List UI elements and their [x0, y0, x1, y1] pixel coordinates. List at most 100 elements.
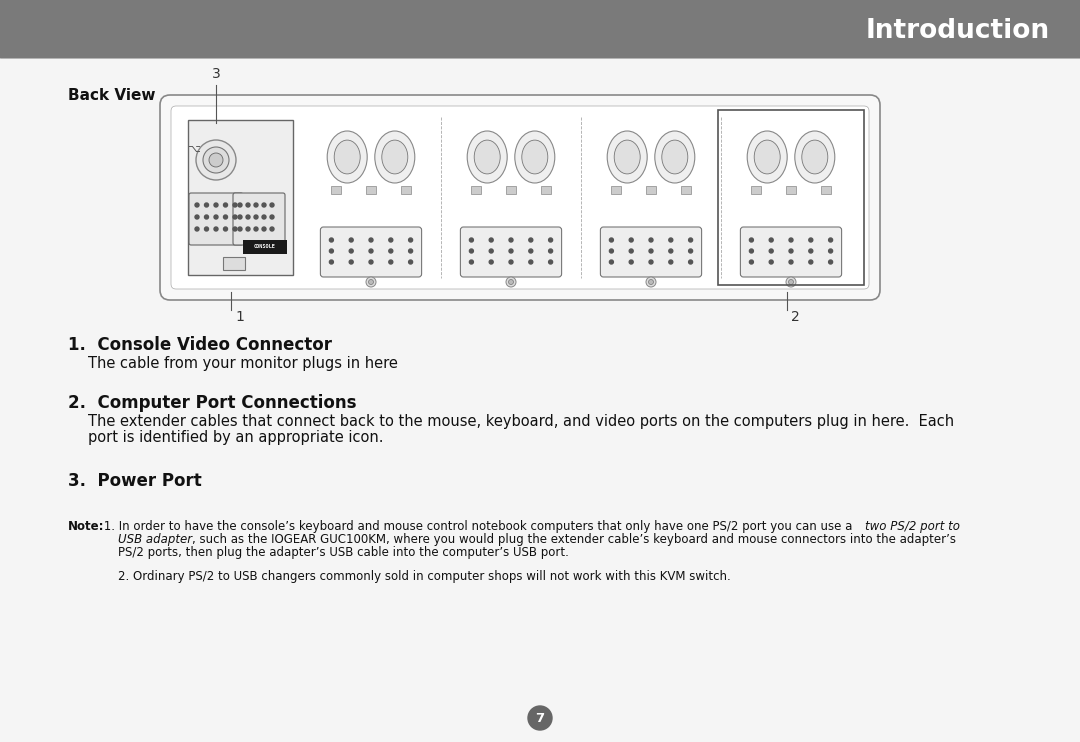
Circle shape	[769, 238, 773, 242]
Circle shape	[238, 203, 242, 207]
Bar	[718, 110, 864, 285]
Circle shape	[408, 249, 413, 253]
Circle shape	[750, 249, 754, 253]
Circle shape	[349, 238, 353, 242]
Circle shape	[470, 260, 473, 264]
Circle shape	[809, 238, 813, 242]
Bar	[471, 186, 481, 194]
Text: , such as the IOGEAR GUC100KM, where you would plug the extender cable’s keyboar: , such as the IOGEAR GUC100KM, where you…	[192, 533, 956, 546]
FancyBboxPatch shape	[600, 227, 702, 277]
Circle shape	[828, 249, 833, 253]
Ellipse shape	[662, 140, 688, 174]
Circle shape	[329, 238, 334, 242]
Circle shape	[509, 280, 513, 284]
Circle shape	[750, 260, 754, 264]
Text: 2.  Computer Port Connections: 2. Computer Port Connections	[68, 394, 356, 412]
Circle shape	[233, 203, 237, 207]
Text: PS/2 ports, then plug the adapter’s USB cable into the computer’s USB port.: PS/2 ports, then plug the adapter’s USB …	[118, 546, 569, 559]
Bar	[751, 186, 761, 194]
FancyBboxPatch shape	[460, 227, 562, 277]
Circle shape	[649, 249, 653, 253]
Ellipse shape	[615, 140, 640, 174]
Circle shape	[789, 238, 793, 242]
Ellipse shape	[327, 131, 367, 183]
Text: 1: 1	[235, 310, 244, 324]
Circle shape	[489, 249, 494, 253]
Circle shape	[224, 215, 228, 219]
Circle shape	[233, 215, 237, 219]
Ellipse shape	[515, 131, 555, 183]
Circle shape	[246, 215, 249, 219]
Circle shape	[609, 260, 613, 264]
FancyBboxPatch shape	[171, 106, 869, 289]
Ellipse shape	[747, 131, 787, 183]
FancyBboxPatch shape	[741, 227, 841, 277]
Circle shape	[214, 215, 218, 219]
Circle shape	[689, 260, 692, 264]
Circle shape	[648, 280, 653, 284]
Circle shape	[204, 203, 208, 207]
FancyBboxPatch shape	[160, 95, 880, 300]
Ellipse shape	[474, 140, 500, 174]
Bar	[786, 186, 796, 194]
Text: The cable from your monitor plugs in here: The cable from your monitor plugs in her…	[87, 356, 397, 371]
Ellipse shape	[334, 140, 361, 174]
Circle shape	[368, 280, 374, 284]
Circle shape	[238, 215, 242, 219]
Circle shape	[630, 260, 633, 264]
Bar	[188, 120, 293, 275]
Circle shape	[509, 260, 513, 264]
Circle shape	[609, 249, 613, 253]
Circle shape	[389, 249, 393, 253]
Circle shape	[630, 238, 633, 242]
Circle shape	[786, 277, 796, 287]
Circle shape	[270, 215, 274, 219]
Circle shape	[254, 203, 258, 207]
Circle shape	[649, 238, 653, 242]
Circle shape	[669, 260, 673, 264]
Bar	[366, 186, 376, 194]
Circle shape	[789, 249, 793, 253]
Bar	[681, 186, 691, 194]
Ellipse shape	[795, 131, 835, 183]
Bar	[611, 186, 621, 194]
Text: 2. Ordinary PS/2 to USB changers commonly sold in computer shops will not work w: 2. Ordinary PS/2 to USB changers commonl…	[118, 570, 731, 583]
Text: ⌥: ⌥	[188, 144, 201, 154]
Circle shape	[262, 227, 266, 231]
Circle shape	[203, 147, 229, 173]
Text: 1.  Console Video Connector: 1. Console Video Connector	[68, 336, 332, 354]
Circle shape	[689, 249, 692, 253]
Text: port is identified by an appropriate icon.: port is identified by an appropriate ico…	[87, 430, 383, 445]
Bar	[821, 186, 831, 194]
Circle shape	[270, 227, 274, 231]
Circle shape	[254, 215, 258, 219]
Circle shape	[789, 260, 793, 264]
Circle shape	[369, 260, 373, 264]
Circle shape	[214, 203, 218, 207]
Circle shape	[329, 249, 334, 253]
Circle shape	[349, 260, 353, 264]
Text: CONSOLE: CONSOLE	[254, 245, 275, 249]
Circle shape	[262, 215, 266, 219]
Circle shape	[195, 203, 199, 207]
Circle shape	[224, 227, 228, 231]
Circle shape	[549, 249, 553, 253]
Circle shape	[528, 706, 552, 730]
Circle shape	[204, 215, 208, 219]
FancyBboxPatch shape	[233, 193, 285, 245]
Circle shape	[210, 153, 222, 167]
Circle shape	[224, 203, 228, 207]
Circle shape	[788, 280, 794, 284]
Ellipse shape	[607, 131, 647, 183]
Bar	[646, 186, 656, 194]
Circle shape	[262, 203, 266, 207]
Text: 2: 2	[791, 310, 800, 324]
Circle shape	[204, 227, 208, 231]
Circle shape	[630, 249, 633, 253]
Bar	[243, 240, 287, 254]
Circle shape	[214, 227, 218, 231]
Text: Introduction: Introduction	[866, 18, 1050, 44]
Circle shape	[470, 249, 473, 253]
Circle shape	[408, 260, 413, 264]
Circle shape	[195, 215, 199, 219]
